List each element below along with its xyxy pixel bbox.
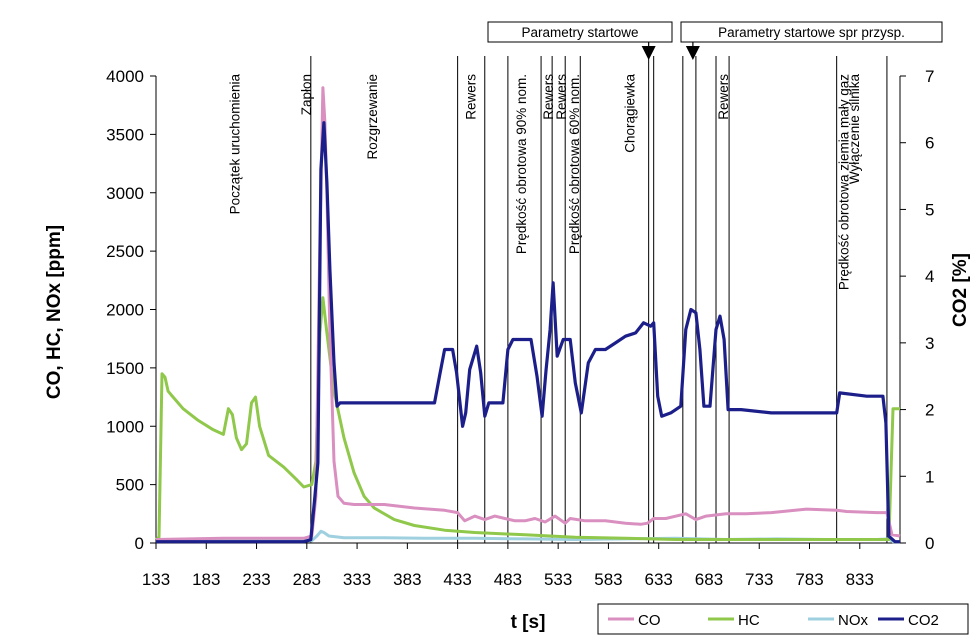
y-left-tick-label: 2000 [106,301,144,320]
x-tick-label: 283 [293,570,321,589]
annotation-arrow-head [641,46,656,60]
y-left-tick-label: 3500 [106,125,144,144]
annotation-arrow-head [685,46,700,60]
annotation-boxes: Parametry startowe Parametry startowe spr… [487,21,943,60]
annotation-label: Rewers [464,74,479,120]
x-tick-label: 683 [695,570,723,589]
y-left-tick-label: 1000 [106,417,144,436]
x-tick-label: 833 [846,570,874,589]
annotation-box [487,21,673,43]
annotation-label: Rozgrzewanie [365,74,380,160]
y-left-ticks: 0 500 1000 1500 2000 2500 3000 3500 4000 [106,67,156,553]
y-right-tick-label: 7 [925,67,934,86]
x-tick-label: 133 [142,570,170,589]
annotation-box-label: Parametry startowe spr przysp. [718,25,905,40]
legend-label-co2: CO2 [908,612,939,629]
y-right-tick-label: 3 [925,334,934,353]
y-left-tick-label: 1500 [106,359,144,378]
x-tick-label: 533 [544,570,572,589]
annotation-box [680,21,943,43]
y-right-ticks: 0 1 2 3 4 5 6 7 [900,67,934,553]
x-tick-label: 633 [645,570,673,589]
annotation-box-label: Parametry startowe [521,25,638,40]
annotation-labels: Początek uruchomienia Zapłon Rozgrzewanie R… [227,74,861,291]
x-tick-label: 483 [494,570,522,589]
y-left-tick-label: 2500 [106,242,144,261]
y-left-tick-label: 0 [135,534,144,553]
annotation-label: Chorągiewka [623,74,638,153]
x-tick-label: 183 [192,570,220,589]
y-left-axis-title: CO, HC, NOx [ppm] [44,225,65,399]
x-axis-title: t [s] [511,612,546,633]
legend: CO HC NOx CO2 [597,603,969,635]
y-right-tick-label: 2 [925,401,934,420]
x-tick-label: 233 [242,570,270,589]
x-tick-label: 783 [795,570,823,589]
y-left-tick-label: 4000 [106,67,144,86]
annotation-label: Rewers [716,74,731,120]
y-left-tick-label: 500 [116,476,144,495]
annotation-label: Rewers [554,74,569,120]
x-tick-label: 733 [745,570,773,589]
y-right-tick-label: 0 [925,534,934,553]
x-tick-label: 383 [393,570,421,589]
annotation-label: Wyłączenie silnika [847,74,862,185]
data-series [155,86,901,544]
y-right-axis-title: CO2 [%] [950,253,971,327]
x-tick-label: 583 [594,570,622,589]
y-right-tick-label: 6 [925,134,934,153]
legend-label-hc: HC [738,612,760,629]
legend-box [597,603,969,635]
x-tick-label: 333 [343,570,371,589]
annotation-label: Zapłon [299,74,314,115]
annotation-label: Początek uruchomienia [227,74,242,215]
y-right-tick-label: 5 [925,200,934,219]
x-tick-label: 433 [443,570,471,589]
annotation-label: Prędkość obrotowa ziemia mały gaz [837,74,852,290]
annotation-label: Prędkość obrotowa 90% nom. [514,74,529,254]
legend-label-nox: NOx [838,612,869,629]
series-line-co2 [156,121,900,544]
x-ticks: 133 183 233 283 333 383 433 483 533 583 633 683 733 7… [142,543,874,589]
annotation-label: Rewers [541,74,556,120]
annotation-vertical-lines [310,56,888,543]
annotation-label: Prędkość obrotowa 60% nom. [567,74,582,254]
series-line-hc [155,296,900,541]
legend-label-co: CO [638,612,661,629]
y-right-tick-label: 4 [925,267,934,286]
y-left-tick-label: 3000 [106,184,144,203]
y-right-tick-label: 1 [925,467,934,486]
